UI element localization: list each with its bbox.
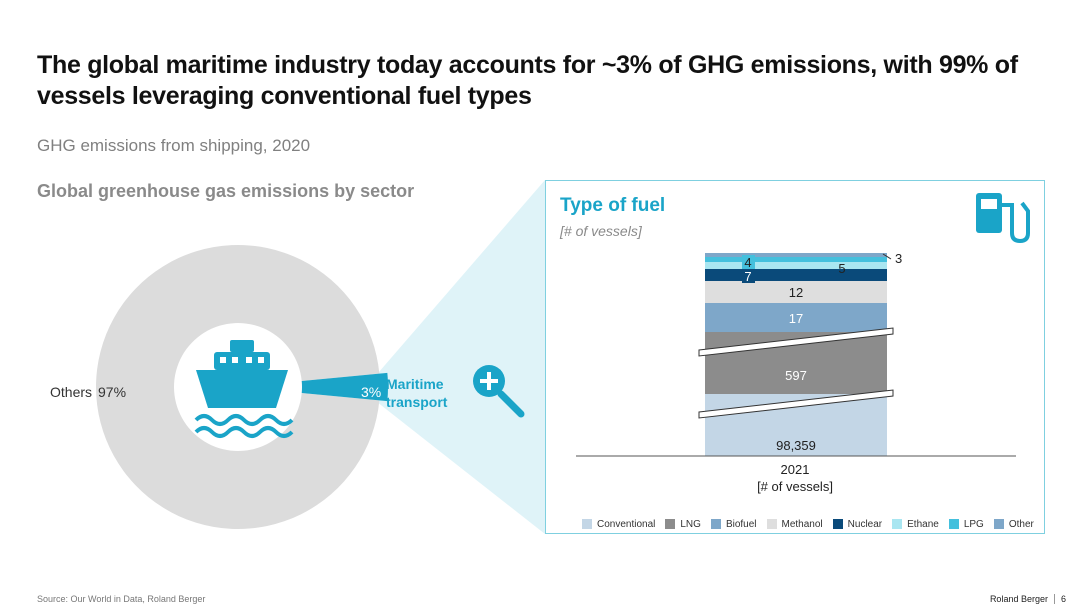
legend-swatch-ethane [892,519,903,529]
data-label-conventional: 98,359 [776,438,816,453]
legend-label-other: Other [1008,518,1034,530]
bar-segment-lpg [705,257,887,262]
footer-brand: Roland Berger 6 [990,594,1066,604]
fuel-type-panel: 98,359 597 17 12 7 4 5 3 2021 [# of vessels] Ty… [545,180,1045,534]
bar-segment-ethane [705,262,887,269]
legend-label-ethane: Ethane [907,518,939,530]
fuel-legend: Conventional LNG Biofuel Methanol Nuclear Eth… [582,517,1034,531]
legend-item-lng: LNG [665,519,701,530]
donut-slice-others [96,244,380,529]
fuel-bar-chart: 98,359 597 17 12 74 5 3 2021 [# of vessels] [576,193,1030,494]
fuel-pump-icon [976,193,1030,244]
legend-item-biofuel: Biofuel [710,518,757,530]
others-label: Others [50,384,92,400]
data-label-other: 3 [895,251,902,266]
legend-label-biofuel: Biofuel [725,518,757,530]
x-label-unit: [# of vessels] [757,479,833,494]
data-label-lpg: 4 [744,255,751,270]
data-label-biofuel: 17 [789,311,803,326]
legend-swatch-methanol [766,519,777,529]
fuel-panel-title: Type of fuel [560,195,666,216]
legend-swatch-other [993,519,1004,529]
ship-icon [194,340,294,438]
legend-swatch-biofuel [710,519,721,529]
legend-item-methanol: Methanol [766,518,823,530]
legend-swatch-lpg [948,519,959,529]
legend-label-lpg: LPG [963,518,984,530]
maritime-value: 3% [361,384,381,400]
fuel-panel-unit: [# of vessels] [560,223,642,239]
page-number: 6 [1060,594,1066,604]
bar-segment-other [705,253,887,257]
legend-label-methanol: Methanol [781,518,823,530]
brand-name: Roland Berger [989,594,1048,604]
donut-slice-maritime [301,372,389,402]
legend-item-conventional: Conventional [582,519,655,530]
data-label-ethane: 5 [838,261,845,276]
data-label-lng: 597 [785,368,807,383]
legend-item-other: Other [993,518,1034,530]
page-subtitle: GHG emissions from shipping, 2020 [37,136,311,155]
axis-break-mark [698,327,894,357]
legend-swatch-lng [665,519,676,529]
legend-item-ethane: Ethane [892,519,939,530]
bar-segment-nuclear [705,269,887,281]
bar-segment-biofuel [705,303,887,332]
maritime-label-line1: Maritime [386,376,444,392]
legend-item-lpg: LPG [948,518,984,530]
callout-line-other [882,253,892,260]
legend-label-conventional: Conventional [597,518,656,530]
donut-slices [96,244,389,529]
callout-box-lpg [742,255,755,269]
maritime-label-line2: transport [386,394,448,410]
source-note: Source: Our World in Data, Roland Berger [37,594,206,604]
bar-segment-methanol [705,281,887,303]
callout-box-nuclear [742,267,755,283]
data-label-methanol: 12 [789,285,803,300]
page-title: The global maritime industry today accou… [37,51,1018,110]
legend-label-nuclear: Nuclear [847,518,883,530]
legend-label-lng: LNG [680,518,701,530]
legend-item-nuclear: Nuclear [832,518,883,530]
others-value: 97% [98,384,126,400]
legend-swatch-nuclear [832,519,843,529]
axis-break-mark [698,389,894,419]
legend-swatch-conventional [582,519,592,529]
donut-section-title: Global greenhouse gas emissions by secto… [37,181,415,201]
x-label-year: 2021 [781,462,810,477]
data-label-nuclear: 7 [744,269,751,284]
zoom-cone [372,180,545,534]
zoom-in-icon [473,365,525,418]
footer-separator [1053,594,1055,604]
